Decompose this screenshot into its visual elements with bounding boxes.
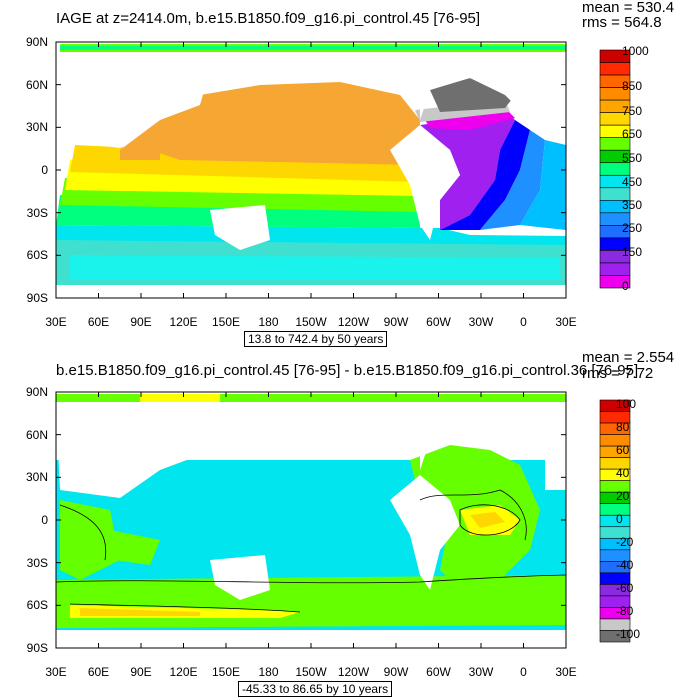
colorbar-label: -100 — [616, 627, 640, 641]
x-tick-label: 90W — [384, 315, 409, 329]
panel1-mean: mean = 530.4 — [582, 0, 675, 16]
x-tick-label: 0 — [520, 315, 527, 329]
panel1-contour-info: 13.8 to 742.4 by 50 years — [244, 331, 388, 347]
x-tick-label: 60E — [88, 315, 109, 329]
colorbar-swatch — [599, 514, 631, 528]
x-tick-label: 30E — [45, 315, 66, 329]
y-tick-label: 30S — [27, 556, 48, 570]
panel2-mean: mean = 2.554 — [582, 349, 675, 366]
colorbar-label: 250 — [622, 221, 642, 235]
x-tick-label: 150E — [212, 665, 240, 679]
panel2-axis-ticks — [55, 391, 567, 649]
colorbar-swatch — [599, 630, 631, 643]
panel2-x-axis: 30E 60E 90E 120E 150E 180 150W 120W 90W … — [45, 665, 576, 679]
colorbar-label: -80 — [616, 604, 634, 618]
colorbar-label: 350 — [622, 198, 642, 212]
colorbar-label: 100 — [616, 397, 636, 411]
panel2-contour-info: -45.33 to 86.65 by 10 years — [238, 681, 393, 697]
colorbar-label: 450 — [622, 175, 642, 189]
y-tick-label: 90N — [26, 35, 48, 49]
x-tick-label: 120W — [338, 315, 370, 329]
panel1-colorbar — [599, 49, 631, 289]
x-tick-label: 30E — [555, 315, 576, 329]
iage-panel: IAGE at z=2414.0m, b.e15.B1850.f09_g16.p… — [26, 0, 675, 347]
panel2-title: b.e15.B1850.f09_g16.pi_control.45 [76-95… — [56, 362, 639, 379]
colorbar-label: 550 — [622, 151, 642, 165]
panel2-plot: 90N 60N 30N 0 30S 60S 90S 30E 60E 90E 12… — [26, 385, 640, 679]
y-tick-label: 30S — [27, 206, 48, 220]
x-tick-label: 120W — [338, 665, 370, 679]
colorbar-label: -40 — [616, 558, 634, 572]
colorbar-label: 150 — [622, 245, 642, 259]
panel1-title: IAGE at z=2414.0m, b.e15.B1850.f09_g16.p… — [56, 10, 481, 27]
colorbar-label: -60 — [616, 581, 634, 595]
panel1-colorbar-labels: 1000 850 750 650 550 450 350 250 150 0 — [622, 44, 649, 293]
colorbar-label: -20 — [616, 535, 634, 549]
colorbar-label: 0 — [616, 512, 623, 526]
panel1-x-axis: 30E 60E 90E 120E 150E 180 150W 120W 90W … — [45, 315, 576, 329]
colorbar-swatch — [599, 62, 631, 76]
x-tick-label: 60E — [88, 665, 109, 679]
x-tick-label: 30E — [555, 665, 576, 679]
panel1-map-field — [56, 42, 566, 298]
difference-panel: b.e15.B1850.f09_g16.pi_control.45 [76-95… — [0, 350, 700, 700]
colorbar-label: 1000 — [622, 44, 649, 58]
x-tick-label: 150E — [212, 315, 240, 329]
colorbar-label: 60 — [616, 443, 630, 457]
colorbar-swatch — [599, 275, 631, 289]
y-tick-label: 60N — [26, 428, 48, 442]
x-tick-label: 90E — [130, 665, 151, 679]
panel1-plot: 90N 60N 30N 0 30S 60S 90S 30E 60E 90E 12… — [26, 35, 649, 329]
colorbar-label: 0 — [622, 279, 629, 293]
colorbar-label: 750 — [622, 104, 642, 118]
panel1-axis-ticks — [55, 41, 567, 299]
y-tick-label: 60S — [27, 248, 48, 262]
y-tick-label: 60N — [26, 78, 48, 92]
x-tick-label: 150W — [295, 315, 327, 329]
x-tick-label: 0 — [520, 665, 527, 679]
panel2-rms: rms = 7.72 — [582, 365, 654, 382]
y-tick-label: 30N — [26, 120, 48, 134]
x-tick-label: 180 — [258, 315, 278, 329]
x-tick-label: 150W — [295, 665, 327, 679]
x-tick-label: 30W — [469, 315, 494, 329]
panel1-rms: rms = 564.8 — [582, 14, 662, 31]
colorbar-label: 20 — [616, 489, 630, 503]
colorbar-swatch — [599, 503, 631, 516]
x-tick-label: 60W — [426, 665, 451, 679]
panel2-colorbar — [599, 399, 631, 643]
colorbar-swatch — [599, 262, 631, 276]
x-tick-label: 90W — [384, 665, 409, 679]
x-tick-label: 30W — [469, 665, 494, 679]
x-tick-label: 120E — [169, 315, 197, 329]
panel1-y-axis: 90N 60N 30N 0 30S 60S 90S — [26, 35, 48, 305]
y-tick-label: 90S — [27, 291, 48, 305]
panel2-colorbar-labels: 100 80 60 40 20 0 -20 -40 -60 -80 -100 — [616, 397, 640, 641]
panel2-map-field — [56, 392, 566, 648]
y-tick-label: 60S — [27, 598, 48, 612]
x-tick-label: 90E — [130, 315, 151, 329]
colorbar-label: 80 — [616, 420, 630, 434]
colorbar-label: 650 — [622, 127, 642, 141]
y-tick-label: 0 — [41, 163, 48, 177]
colorbar-label: 40 — [616, 466, 630, 480]
x-tick-label: 60W — [426, 315, 451, 329]
x-tick-label: 30E — [45, 665, 66, 679]
y-tick-label: 90N — [26, 385, 48, 399]
x-tick-label: 120E — [169, 665, 197, 679]
y-tick-label: 0 — [41, 513, 48, 527]
panel2-y-axis: 90N 60N 30N 0 30S 60S 90S — [26, 385, 48, 655]
y-tick-label: 90S — [27, 641, 48, 655]
colorbar-label: 850 — [622, 79, 642, 93]
x-tick-label: 180 — [258, 665, 278, 679]
y-tick-label: 30N — [26, 470, 48, 484]
